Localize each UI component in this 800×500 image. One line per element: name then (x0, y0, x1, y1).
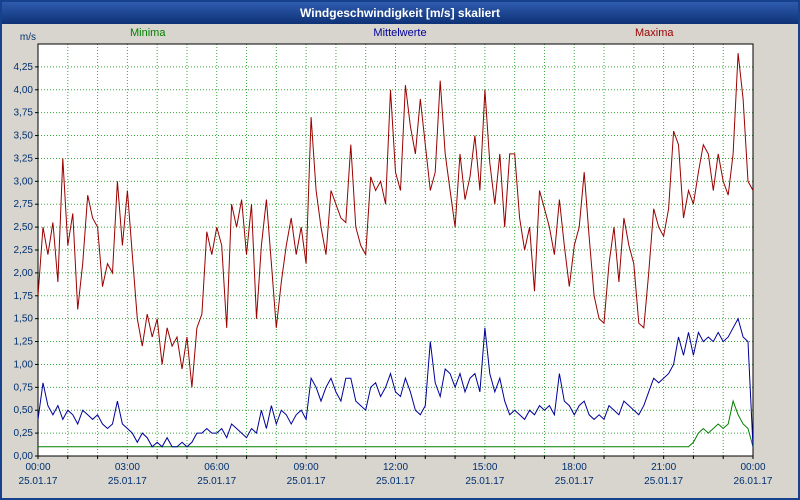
svg-text:2,75: 2,75 (14, 199, 34, 210)
series-line-mittelwerte (37, 317, 754, 448)
svg-text:2,25: 2,25 (14, 245, 34, 256)
svg-text:25.01.17: 25.01.17 (555, 476, 594, 487)
gridlines (38, 44, 753, 456)
svg-text:26.01.17: 26.01.17 (734, 476, 773, 487)
svg-text:25.01.17: 25.01.17 (197, 476, 236, 487)
window-titlebar: Windgeschwindigkeit [m/s] skaliert (2, 2, 798, 24)
svg-text:25.01.17: 25.01.17 (19, 476, 58, 487)
series-line-minima (38, 399, 754, 448)
svg-text:2,00: 2,00 (14, 268, 34, 279)
svg-text:3,75: 3,75 (14, 108, 34, 119)
svg-text:4,00: 4,00 (14, 85, 34, 96)
svg-text:18:00: 18:00 (562, 462, 587, 473)
chart-area: 0,00 0,25 0,50 0,75 1,00 1,25 1,50 1,75 2,00 2,25… (2, 24, 798, 498)
series-line-maxima (37, 53, 754, 388)
legend-minima: Minima (130, 27, 166, 39)
svg-text:15:00: 15:00 (472, 462, 497, 473)
svg-text:03:00: 03:00 (115, 462, 140, 473)
legend-mittelwerte: Mittelwerte (373, 27, 427, 39)
x-axis-labels: 00:00 25.01.17 03:00 25.01.17 06:00 25.01.17 0… (19, 456, 773, 487)
svg-text:4,25: 4,25 (14, 62, 34, 73)
svg-text:06:00: 06:00 (204, 462, 229, 473)
svg-text:25.01.17: 25.01.17 (108, 476, 147, 487)
svg-text:1,25: 1,25 (14, 337, 34, 348)
svg-text:25.01.17: 25.01.17 (644, 476, 683, 487)
svg-text:25.01.17: 25.01.17 (465, 476, 504, 487)
svg-text:3,50: 3,50 (14, 131, 34, 142)
window-title: Windgeschwindigkeit [m/s] skaliert (300, 6, 500, 20)
svg-text:0,75: 0,75 (14, 382, 34, 393)
svg-text:0,50: 0,50 (14, 405, 34, 416)
svg-text:09:00: 09:00 (294, 462, 319, 473)
svg-text:1,50: 1,50 (14, 314, 34, 325)
svg-text:3,25: 3,25 (14, 153, 34, 164)
svg-text:25.01.17: 25.01.17 (287, 476, 326, 487)
legend-maxima: Maxima (635, 27, 674, 39)
svg-text:00:00: 00:00 (740, 462, 765, 473)
svg-text:0,00: 0,00 (14, 451, 34, 462)
svg-text:21:00: 21:00 (651, 462, 676, 473)
svg-text:3,00: 3,00 (14, 176, 34, 187)
y-axis-labels: 0,00 0,25 0,50 0,75 1,00 1,25 1,50 1,75 2,00 2,25… (14, 62, 38, 462)
svg-text:1,75: 1,75 (14, 291, 34, 302)
svg-text:2,50: 2,50 (14, 222, 34, 233)
svg-text:1,00: 1,00 (14, 359, 34, 370)
svg-text:00:00: 00:00 (25, 462, 50, 473)
wind-speed-chart: 0,00 0,25 0,50 0,75 1,00 1,25 1,50 1,75 2,00 2,25… (14, 32, 773, 487)
y-axis-unit-label: m/s (20, 32, 36, 43)
svg-text:25.01.17: 25.01.17 (376, 476, 415, 487)
svg-text:0,25: 0,25 (14, 428, 34, 439)
svg-text:12:00: 12:00 (383, 462, 408, 473)
